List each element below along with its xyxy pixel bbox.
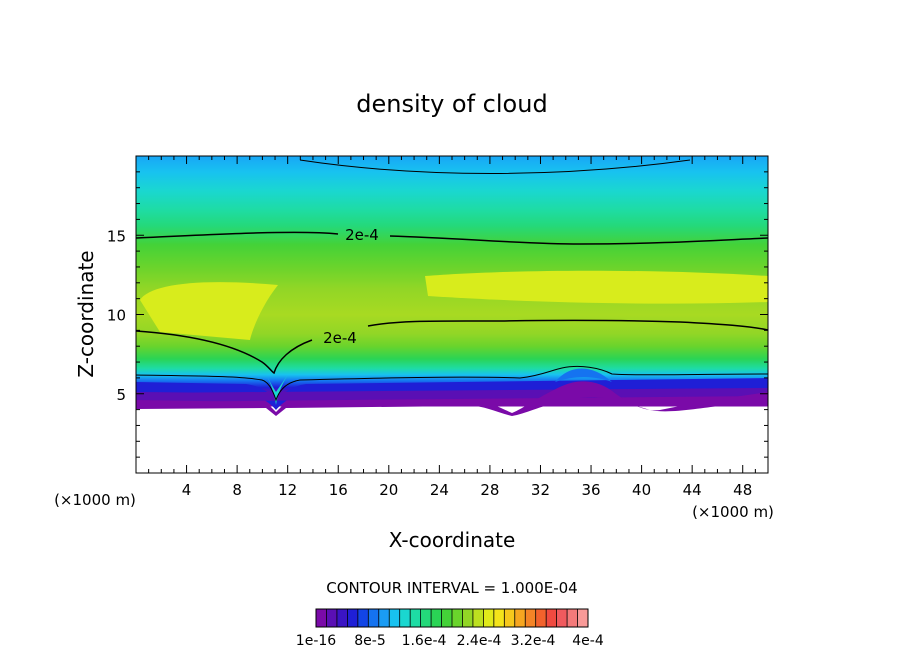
contour-interval-note: CONTOUR INTERVAL = 1.000E-04 (326, 579, 577, 597)
colorbar-frame (315, 608, 589, 628)
colorbar-label: 2.4e-4 (457, 633, 502, 649)
colorbar-swatch (441, 609, 453, 627)
plot-area (136, 156, 768, 473)
contour-line-top (299, 159, 691, 174)
contour-line-base (136, 365, 768, 402)
colorbar-swatch (504, 609, 516, 627)
contour-label: 2e-4 (345, 226, 379, 244)
x-tick-label: 44 (683, 481, 702, 499)
blue-band (136, 378, 768, 410)
x-tick-label: 12 (278, 481, 297, 499)
colorbar-swatch (410, 609, 422, 627)
y-tick-label: 15 (107, 227, 126, 245)
x-tick-label: 48 (733, 481, 752, 499)
y-axis-label: Z-coordinate (74, 250, 98, 377)
x-tick-label: 20 (379, 481, 398, 499)
axis-ticks (136, 156, 768, 473)
colorbar-swatch (431, 609, 443, 627)
purple-edge (136, 381, 768, 416)
x-unit-right: (×1000 m) (692, 503, 774, 521)
colorbar-label: 8e-5 (354, 633, 385, 649)
x-tick-label: 40 (632, 481, 651, 499)
colorbar-swatch (567, 609, 579, 627)
x-tick-label: 36 (581, 481, 600, 499)
colorbar-swatch (462, 609, 474, 627)
x-tick-label: 28 (480, 481, 499, 499)
contour-label: 2e-4 (323, 329, 357, 347)
x-tick-labels: 4 8 12 16 20 24 28 32 36 40 44 48 (182, 481, 752, 499)
yellow-region-right (425, 270, 768, 304)
colorbar-swatch (378, 609, 390, 627)
chart-title: density of cloud (356, 90, 547, 118)
y-tick-labels: 5 10 15 (107, 227, 126, 404)
y-tick-label: 5 (116, 386, 126, 404)
colorbar-label: 1.6e-4 (402, 633, 447, 649)
colorbar-swatch (535, 609, 547, 627)
colorbar-label: 4e-4 (572, 633, 604, 649)
colorbar-label: 1e-16 (296, 633, 336, 649)
colorbar-label: 3.2e-4 (511, 633, 556, 649)
y-tick-label: 10 (107, 307, 126, 325)
colorbar-swatch (514, 609, 526, 627)
yellow-region-left (140, 282, 278, 340)
x-tick-label: 32 (531, 481, 550, 499)
colorbar-swatch (493, 609, 505, 627)
colorbar-swatch (357, 609, 369, 627)
colorbar-swatch (525, 609, 537, 627)
colorbar-swatch (472, 609, 484, 627)
colorbar-swatch (577, 609, 589, 627)
contour-line-upper (136, 231, 768, 245)
x-unit-left: (×1000 m) (54, 491, 136, 509)
colorbar-swatch (556, 609, 568, 627)
colorbar-swatch (483, 609, 495, 627)
colorbar-swatch (420, 609, 432, 627)
colorbar-swatch (389, 609, 401, 627)
colorbar-labels: 1e-16 8e-5 1.6e-4 2.4e-4 3.2e-4 4e-4 (296, 633, 604, 649)
x-tick-label: 4 (182, 481, 192, 499)
contour-line-lower (136, 319, 768, 375)
colorbar-swatch (347, 609, 359, 627)
colorbar-swatch (399, 609, 411, 627)
x-tick-label: 8 (232, 481, 242, 499)
x-axis-label: X-coordinate (389, 528, 516, 552)
x-tick-label: 24 (430, 481, 449, 499)
colorbar-swatch (546, 609, 558, 627)
x-tick-label: 16 (329, 481, 348, 499)
colorbar-swatch (452, 609, 463, 627)
colorbar-swatch (336, 609, 348, 627)
colorbar-swatch (326, 609, 338, 627)
colorbar-swatch (368, 609, 380, 627)
colorbar (315, 608, 589, 628)
bump-blue (555, 368, 612, 382)
colorbar-swatch (316, 609, 327, 627)
